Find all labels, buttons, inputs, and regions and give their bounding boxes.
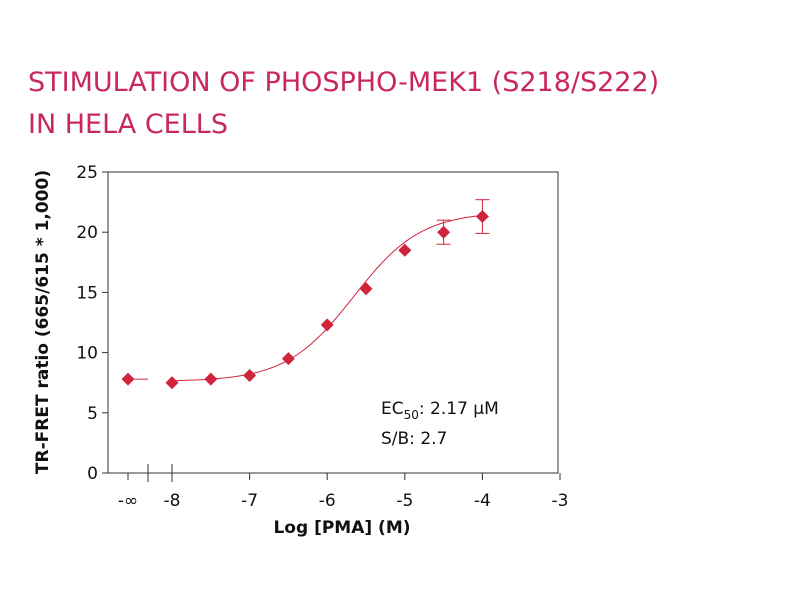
y-axis-label: TR-FRET ratio (665/615 * 1,000) (33, 170, 53, 474)
y-tick-label-3: 15 (76, 283, 98, 303)
data-point-0 (165, 376, 179, 390)
y-tick-label-0: 0 (87, 464, 98, 484)
data-points (121, 210, 489, 390)
tick-marks (102, 171, 561, 480)
chart-title: STIMULATION OF PHOSPHO-MEK1 (S218/S222) … (28, 62, 768, 146)
data-point-7 (437, 225, 451, 239)
x-tick-label-1: -8 (164, 491, 181, 511)
x-tick-label-5: -4 (474, 491, 491, 511)
x-tick-label-2: -7 (241, 491, 258, 511)
x-axis-label: Log [PMA] (M) (273, 518, 410, 538)
x-tick-label-6: -3 (552, 491, 569, 511)
data-point-baseline (121, 372, 135, 386)
y-tick-label-1: 5 (87, 404, 98, 424)
data-point-2 (243, 368, 257, 382)
fit-curve-layer (128, 214, 483, 382)
data-point-4 (320, 318, 334, 332)
fit-curve (171, 214, 483, 382)
chart-title-line-2: IN HELA CELLS (28, 109, 228, 140)
x-tick-label-4: -5 (396, 491, 413, 511)
x-tick-label-0: -∞ (118, 491, 138, 511)
data-point-8 (475, 210, 489, 224)
y-tick-label-5: 25 (76, 163, 98, 183)
tick-labels: 0 5 10 15 20 25 -∞ -8 -7 -6 -5 -4 -3 (76, 163, 568, 511)
ec50-subscript: 50 (404, 408, 419, 422)
chart-title-line-1: STIMULATION OF PHOSPHO-MEK1 (S218/S222) (28, 67, 660, 98)
sb-annotation: S/B: 2.7 (381, 429, 447, 449)
y-tick-label-4: 20 (76, 223, 98, 243)
ec50-value: : 2.17 µM (419, 399, 499, 419)
data-point-6 (398, 243, 412, 257)
plot-frame (107, 171, 559, 474)
data-point-5 (359, 282, 373, 296)
data-point-1 (204, 372, 218, 386)
data-point-3 (281, 352, 295, 366)
y-tick-label-2: 10 (76, 344, 98, 364)
ec50-label: EC (381, 399, 404, 419)
x-tick-label-3: -6 (319, 491, 336, 511)
ec50-annotation: EC50: 2.17 µM (381, 399, 499, 422)
